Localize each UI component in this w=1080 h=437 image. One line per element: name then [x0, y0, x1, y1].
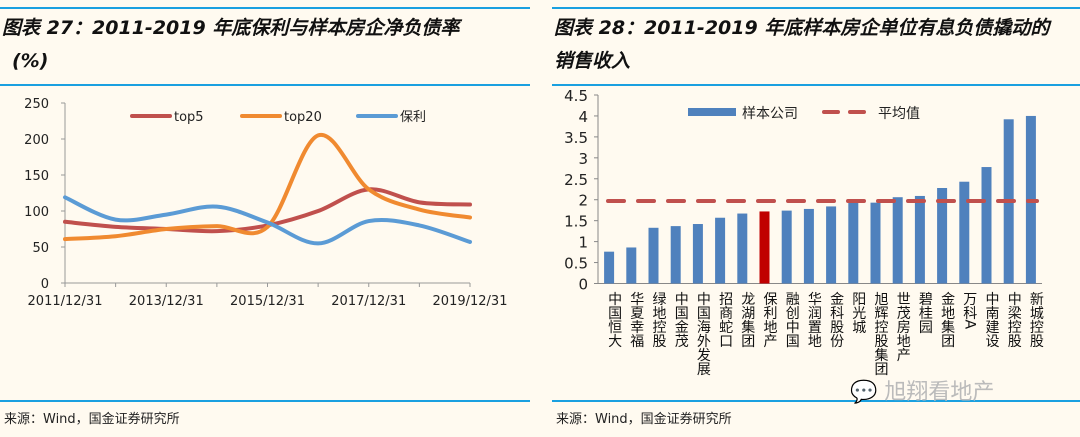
- bar-金科股份: [826, 206, 837, 284]
- bar-中国海外发展: [692, 224, 703, 284]
- series-line-top20: [63, 133, 472, 242]
- y-tick-label: 3: [578, 150, 588, 168]
- y-tick-label: 0.5: [564, 255, 588, 273]
- x-tick-label: 阳光城: [850, 292, 866, 335]
- x-tick-label: 绿地控股: [651, 292, 667, 349]
- x-tick-label: 中梁控股: [1006, 292, 1022, 349]
- y-tick-label: 1: [578, 234, 588, 252]
- chart-title: 图表 28：2011-2019 年底样本房企单位有息负债撬动的 销售收入: [554, 12, 1049, 78]
- x-tick-label: 金科股份: [828, 292, 844, 349]
- y-tick-label: 150: [24, 169, 49, 184]
- x-tick-label: 保利地产: [762, 292, 778, 349]
- bar-阳光城: [848, 201, 859, 284]
- x-tick-label: 2019/12/31: [433, 294, 508, 309]
- left-panel: 图表 27：2011-2019 年底保利与样本房企净负债率 (%) 来源：Win…: [0, 0, 530, 437]
- x-tick-label: 中南建设: [984, 292, 1000, 348]
- x-tick-label: 2011/12/31: [28, 294, 103, 309]
- y-tick-label: 1.5: [564, 213, 588, 231]
- x-tick-label: 华润置地: [806, 292, 822, 348]
- bar-世茂房地产: [892, 197, 903, 284]
- chart-top-rule: [0, 84, 530, 86]
- bar-华润置地: [803, 208, 814, 284]
- top-rule: [0, 7, 530, 9]
- top-rule: [552, 7, 1080, 9]
- x-tick-label: 中国恒大: [606, 292, 622, 348]
- chart-bottom-rule: [0, 400, 530, 402]
- x-tick-label: 金地集团: [939, 292, 955, 348]
- x-tick-label: 碧桂园: [917, 292, 933, 334]
- legend-label: 保利: [400, 110, 426, 125]
- series-line-保利: [63, 195, 472, 246]
- legend-swatch-bars: [688, 108, 736, 116]
- y-tick-label: 2.5: [564, 171, 588, 189]
- bar-中国金茂: [670, 226, 681, 284]
- bar-碧桂园: [914, 195, 925, 284]
- right-panel: 图表 28：2011-2019 年底样本房企单位有息负债撬动的 销售收入 来源：…: [552, 0, 1080, 437]
- x-tick-label: 中国海外发展: [695, 292, 711, 376]
- x-tick-label: 2015/12/31: [230, 294, 305, 309]
- chart-title: 图表 27：2011-2019 年底保利与样本房企净负债率 (%): [2, 12, 459, 78]
- y-tick-label: 4: [578, 108, 588, 126]
- bar-华夏幸福: [626, 247, 637, 284]
- bar-万科A: [959, 181, 970, 284]
- y-tick-label: 0: [41, 277, 49, 292]
- bar-融创中国: [781, 210, 792, 284]
- x-tick-label: 招商蛇口: [717, 292, 733, 348]
- x-tick-label: 世茂房地产: [895, 292, 911, 363]
- x-tick-label: 2013/12/31: [129, 294, 204, 309]
- y-tick-label: 0: [578, 276, 588, 294]
- source-note: 来源：Wind，国金证券研究所: [556, 412, 732, 427]
- x-tick-label: 中国金茂: [673, 292, 689, 349]
- legend-label: 平均值: [878, 106, 920, 122]
- wechat-icon: 💬: [850, 380, 878, 405]
- bar-旭辉控股集团: [870, 202, 881, 284]
- bar-龙湖集团: [737, 213, 748, 284]
- x-tick-label: 2017/12/31: [331, 294, 406, 309]
- y-tick-label: 250: [24, 97, 49, 112]
- title-line-2: 销售收入: [554, 50, 631, 72]
- y-tick-label: 3.5: [564, 129, 588, 147]
- x-tick-label: 旭辉控股集团: [873, 292, 889, 376]
- legend-label: top20: [284, 110, 322, 125]
- title-line-1: 图表 28：2011-2019 年底样本房企单位有息负债撬动的: [554, 17, 1050, 39]
- chart-bottom-rule: [552, 400, 1080, 402]
- x-tick-label: 融创中国: [784, 292, 800, 348]
- bar-中国恒大: [604, 251, 615, 284]
- bar-招商蛇口: [715, 217, 726, 284]
- x-tick-label: 华夏幸福: [628, 292, 644, 348]
- source-note: 来源：Wind，国金证券研究所: [4, 412, 180, 427]
- legend-label: top5: [174, 110, 204, 125]
- bar-绿地控股: [648, 227, 659, 284]
- title-line-2: (%): [12, 50, 49, 72]
- y-tick-label: 100: [24, 205, 49, 220]
- y-tick-label: 200: [24, 133, 49, 148]
- chart-top-rule: [552, 84, 1080, 86]
- legend-label: 样本公司: [742, 106, 798, 122]
- watermark: 💬 旭翔看地产: [850, 374, 994, 406]
- watermark-text: 旭翔看地产: [884, 380, 995, 405]
- bar-金地集团: [937, 187, 948, 284]
- y-tick-label: 4.5: [564, 87, 588, 105]
- x-tick-label: 新城控股: [1028, 292, 1044, 349]
- bar-中南建设: [981, 167, 992, 284]
- title-line-1: 图表 27：2011-2019 年底保利与样本房企净负债率: [2, 17, 460, 39]
- x-tick-label: 万科A: [961, 292, 977, 330]
- bar-保利地产: [759, 211, 770, 284]
- x-tick-label: 龙湖集团: [739, 292, 755, 348]
- y-tick-label: 2: [578, 192, 588, 210]
- y-tick-label: 50: [32, 241, 49, 256]
